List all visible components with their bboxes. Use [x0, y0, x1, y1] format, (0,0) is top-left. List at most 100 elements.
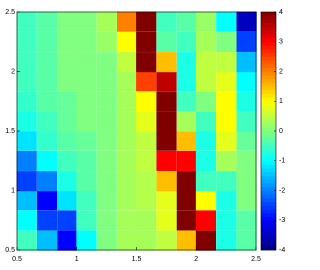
- colorbar-swatch: [261, 82, 276, 87]
- heatmap-cell: [116, 190, 138, 211]
- heatmap-cell: [216, 210, 237, 231]
- colorbar-swatch: [261, 149, 276, 154]
- colorbar-swatch: [261, 123, 276, 128]
- heatmap-cell: [156, 130, 177, 151]
- y-tick-label: 2.5: [5, 9, 15, 16]
- heatmap-cell: [236, 52, 257, 73]
- colorbar-swatch: [261, 157, 276, 162]
- heatmap-cell: [16, 11, 37, 32]
- heatmap-cell: [176, 111, 197, 132]
- heatmap-cell: [76, 91, 97, 112]
- colorbar-swatch: [261, 145, 276, 150]
- heatmap-cell: [216, 71, 237, 92]
- heatmap-cell: [136, 71, 157, 92]
- heatmap-cell: [136, 190, 157, 211]
- heatmap-cell: [96, 52, 117, 73]
- x-tick-label: 0.5: [12, 256, 22, 263]
- heatmap-cell: [57, 91, 78, 112]
- heatmap-cell: [16, 52, 37, 73]
- heatmap-cell: [36, 150, 58, 171]
- heatmap-cell: [36, 52, 58, 73]
- heatmap-cell: [96, 71, 117, 92]
- heatmap-cell: [195, 210, 217, 231]
- heatmap-cell: [216, 31, 237, 52]
- colorbar-swatch: [261, 160, 276, 165]
- colorbar-swatch: [261, 12, 276, 17]
- heatmap-cell: [136, 130, 157, 151]
- colorbar-swatch: [261, 97, 276, 102]
- heatmap-cell: [195, 91, 217, 112]
- heatmap-cell: [176, 130, 197, 151]
- heatmap-cell: [116, 111, 138, 132]
- heatmap-cell: [57, 130, 78, 151]
- colorbar-tick-label: 1: [279, 98, 283, 105]
- heatmap-cell: [136, 230, 157, 251]
- heatmap-cell: [36, 230, 58, 251]
- heatmap-cell: [195, 71, 217, 92]
- heatmap-cell: [156, 31, 177, 52]
- heatmap-cell: [116, 150, 138, 171]
- heatmap-cell: [96, 111, 117, 132]
- y-tick-label: 1.5: [5, 128, 15, 135]
- heatmap-cell: [216, 190, 237, 211]
- heatmap-cell: [16, 31, 37, 52]
- colorbar-swatch: [261, 168, 276, 173]
- heatmap-cell: [76, 31, 97, 52]
- heatmap-cell: [16, 91, 37, 112]
- heatmap-cell: [36, 210, 58, 231]
- heatmap-cell: [156, 52, 177, 73]
- heatmap-cell: [57, 190, 78, 211]
- colorbar-swatch: [261, 93, 276, 98]
- heatmap-cell: [16, 150, 37, 171]
- x-tick-label: 2.5: [251, 256, 261, 263]
- heatmap-cell: [16, 71, 37, 92]
- heatmap-cell: [156, 190, 177, 211]
- x-tick-label: 1: [75, 256, 79, 263]
- heatmap-cell: [156, 210, 177, 231]
- colorbar-swatch: [261, 164, 276, 169]
- heatmap-cell: [136, 91, 157, 112]
- heatmap-cell: [236, 190, 257, 211]
- heatmap-cell: [96, 91, 117, 112]
- heatmap-cell: [57, 171, 78, 192]
- colorbar-swatch: [261, 108, 276, 113]
- colorbar-swatch: [261, 64, 276, 69]
- heatmap-cell: [216, 171, 237, 192]
- colorbar-swatch: [261, 112, 276, 117]
- heatmap-cell: [76, 171, 97, 192]
- heatmap-cell: [156, 91, 177, 112]
- colorbar-swatch: [261, 41, 276, 46]
- colorbar-tick-label: -1: [279, 158, 285, 165]
- colorbar-swatch: [261, 220, 276, 225]
- colorbar-swatch: [261, 138, 276, 143]
- colorbar-swatch: [261, 231, 276, 236]
- colorbar-swatch: [261, 86, 276, 91]
- heatmap-cell: [57, 52, 78, 73]
- heatmap-cell: [116, 52, 138, 73]
- heatmap-cell: [36, 71, 58, 92]
- colorbar-swatch: [261, 71, 276, 76]
- colorbar-tick-label: 3: [279, 39, 283, 46]
- heatmap-cell: [16, 171, 37, 192]
- heatmap-cell: [76, 210, 97, 231]
- colorbar-swatch: [261, 30, 276, 35]
- colorbar-swatch: [261, 19, 276, 24]
- colorbar-swatch: [261, 205, 276, 210]
- heatmap-cell: [96, 171, 117, 192]
- heatmap-cell: [236, 11, 257, 32]
- heatmap-cell: [156, 71, 177, 92]
- colorbar-swatch: [261, 171, 276, 176]
- heatmap-cell: [176, 31, 197, 52]
- heatmap-cell: [176, 52, 197, 73]
- heatmap-cell: [156, 11, 177, 32]
- heatmap-cell: [16, 210, 37, 231]
- colorbar-swatch: [261, 67, 276, 72]
- colorbar-swatch: [261, 38, 276, 43]
- heatmap-cell: [236, 91, 257, 112]
- heatmap-cell: [96, 210, 117, 231]
- heatmap-cell: [16, 230, 37, 251]
- heatmap-cell: [216, 11, 237, 32]
- colorbar-swatch: [261, 238, 276, 243]
- heatmap-cell: [136, 171, 157, 192]
- heatmap-cell: [216, 130, 237, 151]
